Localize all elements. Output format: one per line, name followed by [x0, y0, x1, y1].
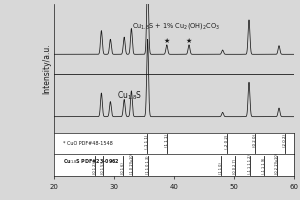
Text: (0 1 5): (0 1 5) [101, 163, 105, 174]
Text: Cu$_{1.8}$S: Cu$_{1.8}$S [117, 89, 142, 102]
Text: (0 0 2 7): (0 0 2 7) [232, 159, 237, 174]
Text: Cu$_{1.8}$S PDF#23-0962: Cu$_{1.8}$S PDF#23-0962 [63, 157, 120, 166]
Text: (0 2 0): (0 2 0) [253, 134, 257, 147]
Text: (0 2 1‰10): (0 2 1‰10) [275, 153, 279, 174]
Text: (0 1 2): (0 1 2) [93, 163, 97, 174]
Y-axis label: Intensity/a.u.: Intensity/a.u. [42, 43, 51, 94]
Text: (-2 0 2): (-2 0 2) [225, 134, 229, 149]
Text: (0 1 6): (0 1 6) [121, 163, 125, 174]
Text: ★: ★ [164, 38, 170, 44]
Text: Cu$_{1.8}$S + 1% Cu$_2$(OH)$_2$CO$_3$: Cu$_{1.8}$S + 1% Cu$_2$(OH)$_2$CO$_3$ [132, 21, 220, 31]
Text: (-1 1 1): (-1 1 1) [145, 134, 149, 149]
Text: * CuO PDF#48-1548: * CuO PDF#48-1548 [63, 141, 113, 146]
Text: (1 1 0 1 3): (1 1 0 1 3) [146, 156, 150, 174]
Text: (1 0 1‰10): (1 0 1‰10) [130, 153, 134, 174]
Text: (-1 1 1 1 2): (-1 1 1 1 2) [248, 155, 252, 174]
Text: (-1 1 1 9): (-1 1 1 9) [262, 158, 266, 174]
Text: (1 1 1): (1 1 1) [165, 134, 169, 147]
Text: (1 1 0): (1 1 0) [219, 163, 224, 174]
Text: (2 0 2): (2 0 2) [283, 134, 287, 147]
Text: ★: ★ [186, 38, 192, 44]
